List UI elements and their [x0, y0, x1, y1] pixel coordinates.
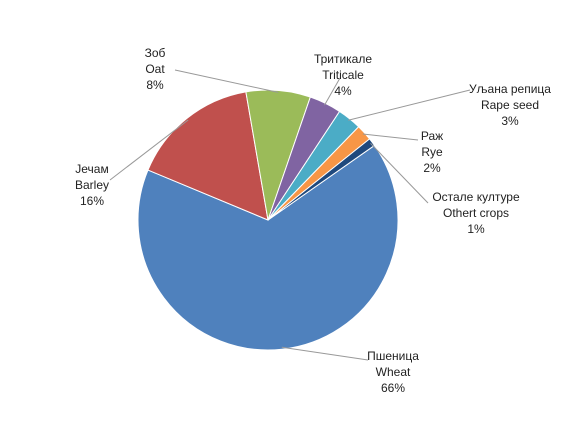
leader-line: [109, 119, 189, 181]
leader-line: [362, 133, 419, 141]
slice-label: Раж: [421, 129, 443, 143]
value-label: 8%: [146, 78, 164, 92]
slice-label: Уљана репица: [469, 82, 551, 96]
slice-label: Тритикале: [314, 52, 372, 66]
pie-slice: [267, 138, 376, 221]
leader-line: [324, 77, 341, 106]
slice-label-en: Wheat: [376, 365, 411, 379]
slice-label-en: Oat: [145, 62, 165, 76]
slice-label: Зоб: [145, 46, 166, 60]
value-label: 4%: [334, 84, 352, 98]
leader-line: [370, 142, 429, 204]
value-label: 1%: [467, 222, 485, 236]
leader-line: [348, 89, 471, 121]
pie-slice: [147, 91, 269, 221]
slice-label: Пшеница: [367, 349, 419, 363]
slice-label-en: Rape seed: [481, 98, 539, 112]
pie-slice: [137, 144, 399, 351]
value-label: 16%: [80, 194, 104, 208]
slice-label-en: Barley: [75, 178, 109, 192]
slice-label: Јечам: [75, 162, 108, 176]
value-label: 2%: [423, 161, 441, 175]
leader-line: [281, 346, 369, 361]
value-label: 3%: [501, 114, 519, 128]
slice-label-en: Rye: [421, 145, 443, 159]
slice-label-en: Triticale: [322, 68, 364, 82]
slice-label-en: Othert crops: [443, 206, 509, 220]
leader-line: [174, 69, 279, 93]
slice-label: Остале културе: [432, 190, 520, 204]
value-label: 66%: [381, 381, 405, 395]
